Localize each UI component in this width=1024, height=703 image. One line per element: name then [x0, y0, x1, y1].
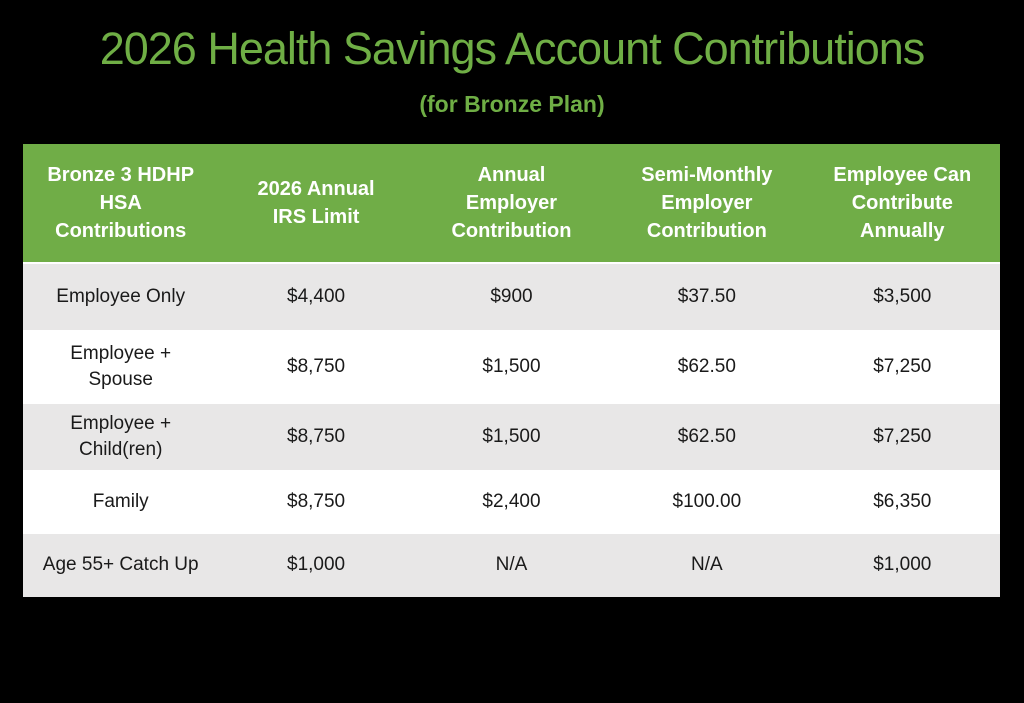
row-label: Employee Only [56, 285, 186, 307]
value-cell: $100.00 [672, 490, 742, 512]
row-label: Employee + Child(ren) [70, 412, 172, 460]
value-cell: $62.50 [677, 355, 736, 377]
row-label: Age 55+ Catch Up [42, 554, 199, 576]
table-row-employee-children: Employee + Child(ren) $8,750 $1,500 $62.… [23, 402, 1000, 471]
value-cell: $1,000 [873, 554, 932, 576]
table-row-catch-up: Age 55+ Catch Up $1,000 N/A N/A $1,000 [23, 532, 1000, 597]
col-header-irs-limit: 2026 Annual IRS Limit [218, 143, 414, 263]
value-cell: $7,250 [873, 425, 932, 447]
col-header-annual-employer-contribution: Annual Employer Contribution [413, 143, 610, 263]
value-cell: $1,000 [287, 554, 346, 576]
table-header-row: Bronze 3 HDHP HSA Contributions 2026 Ann… [23, 143, 1000, 263]
value-cell: $1,500 [482, 355, 541, 377]
value-cell: $2,400 [482, 490, 541, 512]
value-cell: $3,500 [873, 285, 932, 307]
row-label: Employee + Spouse [70, 342, 172, 390]
value-cell: N/A [495, 554, 528, 576]
value-cell: $37.50 [677, 285, 736, 307]
value-cell: $4,400 [287, 285, 346, 307]
col-header-employee-annual-contribution: Employee Can Contribute Annually [804, 143, 1000, 263]
col-header-semi-monthly-employer-contribution: Semi-Monthly Employer Contribution [609, 143, 805, 263]
value-cell: N/A [691, 554, 723, 576]
page-title: 2026 Health Savings Account Contribution… [99, 23, 926, 74]
value-cell: $8,750 [287, 490, 346, 512]
hsa-contributions-table: Bronze 3 HDHP HSA Contributions 2026 Ann… [23, 143, 1000, 597]
table-row-employee-only: Employee Only $4,400 $900 $37.50 $3,500 [23, 262, 1000, 331]
page-subtitle: (for Bronze Plan) [419, 90, 605, 117]
value-cell: $7,250 [873, 355, 932, 377]
value-cell: $900 [490, 285, 533, 307]
row-label: Family [92, 490, 149, 512]
value-cell: $62.50 [677, 425, 736, 447]
value-cell: $1,500 [482, 425, 541, 447]
value-cell: $8,750 [287, 355, 346, 377]
table-row-family: Family $8,750 $2,400 $100.00 $6,350 [23, 470, 1000, 533]
value-cell: $6,350 [873, 490, 932, 512]
value-cell: $8,750 [287, 425, 346, 447]
col-header-plan: Bronze 3 HDHP HSA Contributions [23, 143, 219, 263]
table-row-employee-spouse: Employee + Spouse $8,750 $1,500 $62.50 $… [23, 330, 1000, 403]
